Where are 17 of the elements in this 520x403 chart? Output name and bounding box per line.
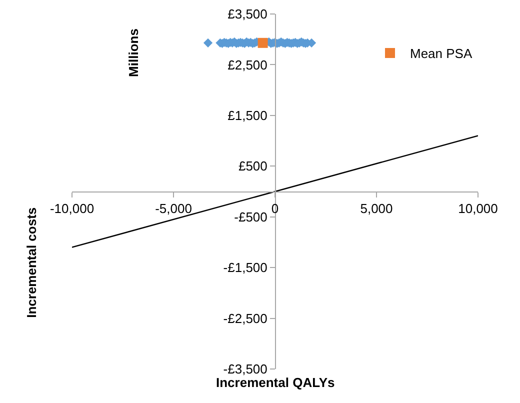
x-tick-label: 10,000 [458,201,498,216]
x-tick-label: 5,000 [360,201,393,216]
x-tick-label: -5,000 [155,201,192,216]
y-tick-label: £3,500 [228,6,268,22]
legend-label: Mean PSA [410,46,472,62]
y-tick-label: -£500 [234,209,268,224]
y-tick-label: £500 [238,158,268,174]
y-tick-label: -£2,500 [223,310,268,326]
y-tick-label: £1,500 [228,108,268,123]
y-tick-label: -£1,500 [223,260,268,276]
y-tick-label: £2,500 [228,57,268,72]
x-tick-label: 0 [271,201,279,216]
y-axis-title: Incremental costs [24,207,39,318]
annotation: Millions [126,28,141,77]
x-axis-title: Incremental QALYs [216,375,335,390]
y-tick-label: -£3,500 [223,362,268,377]
x-tick-label: -10,000 [50,201,94,216]
